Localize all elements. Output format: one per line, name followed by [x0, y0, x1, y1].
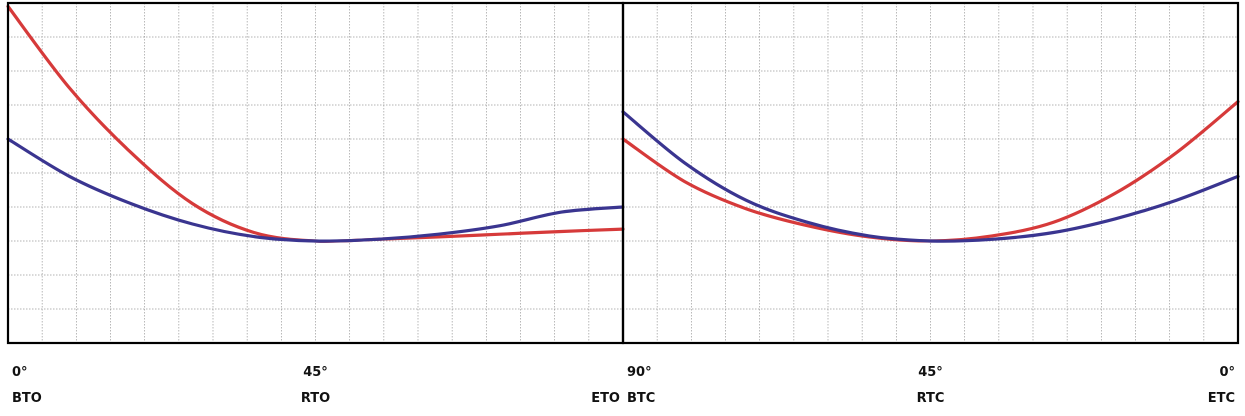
- plot-frame: [621, 1, 1240, 345]
- series-line-blue: [6, 137, 625, 243]
- tick-label-position: BTO: [12, 391, 42, 406]
- panel-2: [621, 1, 1240, 345]
- tick-label-position: ETC: [1208, 391, 1235, 406]
- tick-label-angle: 90°: [627, 365, 652, 380]
- tick-label-position: RTC: [917, 391, 945, 406]
- panel-1: [6, 1, 625, 345]
- tick-label-angle: 45°: [303, 365, 328, 380]
- tick-label-angle: 45°: [918, 365, 943, 380]
- tick-label-position: BTC: [627, 391, 655, 406]
- tick-label-position: ETO: [591, 391, 620, 406]
- series-line-blue: [621, 110, 1240, 243]
- tick-label-angle: 0°: [12, 365, 28, 380]
- tick-label-angle: 0°: [1219, 365, 1235, 380]
- tick-label-position: RTO: [301, 391, 330, 406]
